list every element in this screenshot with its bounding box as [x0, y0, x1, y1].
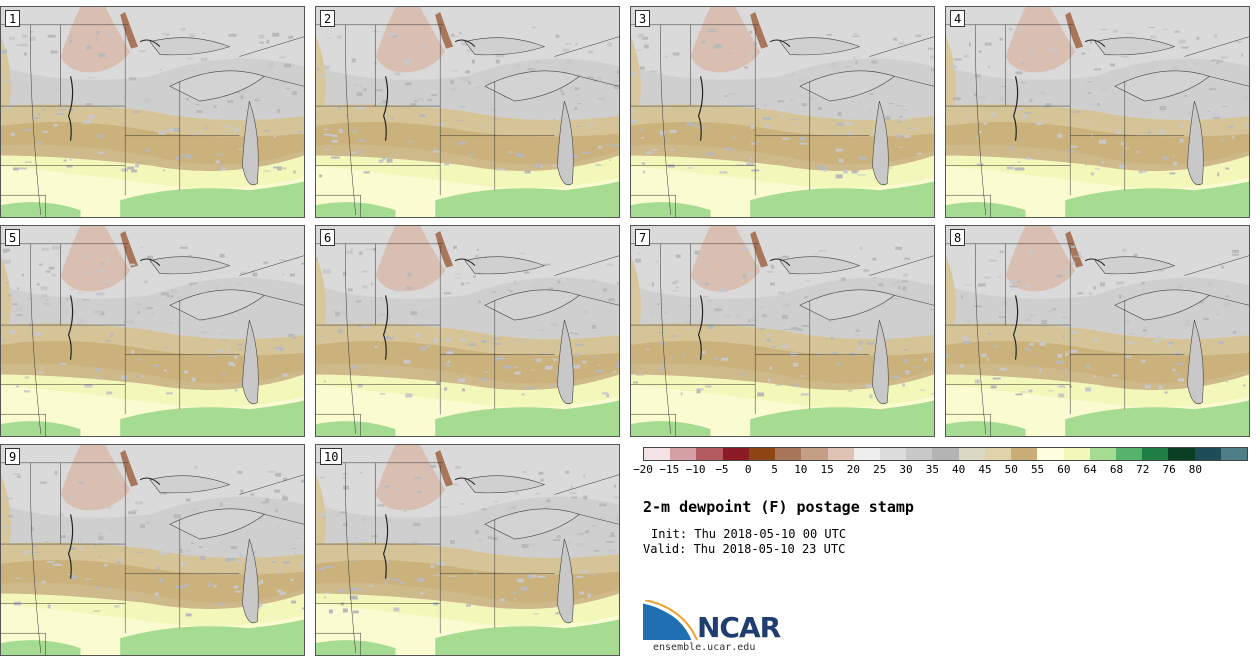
colorbar-segment — [722, 448, 749, 460]
colorbar-segment — [827, 448, 854, 460]
colorbar-tick: 50 — [1004, 463, 1018, 476]
member-number-label: 3 — [635, 10, 651, 27]
colorbar-segment — [853, 448, 880, 460]
colorbar-tick: 60 — [1057, 463, 1071, 476]
colorbar-segment — [670, 448, 697, 460]
colorbar-tick: 45 — [978, 463, 992, 476]
colorbar-tick: 10 — [794, 463, 808, 476]
colorbar-segment — [1220, 448, 1248, 460]
member-number-label: 4 — [950, 10, 966, 27]
colorbar-tick: 55 — [1030, 463, 1045, 476]
postage-stamp-map-1: 1 — [0, 6, 305, 218]
postage-stamp-map-5: 5 — [0, 225, 305, 437]
colorbar-tick: 20 — [846, 463, 861, 476]
colorbar-tick: −20 — [633, 463, 653, 476]
postage-stamp-map-2: 2 — [315, 6, 620, 218]
member-number-label: 9 — [5, 448, 21, 465]
colorbar-tick: 68 — [1109, 463, 1124, 476]
postage-stamp-map-3: 3 — [630, 6, 935, 218]
colorbar-tick: 5 — [771, 463, 778, 476]
colorbar-tick: 40 — [952, 463, 966, 476]
colorbar-tick: 0 — [744, 463, 752, 476]
colorbar-segment — [1194, 448, 1221, 460]
postage-stamp-map-10: 10 — [315, 444, 620, 656]
postage-stamp-map-8: 8 — [945, 225, 1250, 437]
plot-title: 2-m dewpoint (F) postage stamp — [643, 498, 914, 516]
colorbar-segment — [1142, 448, 1169, 460]
colorbar-tick-labels: −20 −15 −10 −5 0 5 10 15 20 25 30 35 40 45 50 55 60 64 68 7… — [633, 463, 1248, 477]
member-number-label: 10 — [320, 448, 343, 465]
postage-stamp-map-4: 4 — [945, 6, 1250, 218]
colorbar-tick: −15 — [659, 463, 680, 476]
ncar-logo-icon — [643, 600, 698, 641]
colorbar-segment — [1115, 448, 1143, 460]
colorbar-segment — [1168, 448, 1195, 460]
colorbar-segment — [801, 448, 828, 460]
member-number-label: 7 — [635, 229, 651, 246]
colorbar-segment — [906, 448, 933, 460]
colorbar-tick: 64 — [1083, 463, 1097, 476]
postage-stamp-map-6: 6 — [315, 225, 620, 437]
ncar-logo-text: NCAR — [697, 611, 781, 644]
member-number-label: 5 — [5, 229, 21, 246]
postage-stamp-map-7: 7 — [630, 225, 935, 437]
colorbar-tick: 15 — [820, 463, 834, 476]
colorbar-tick: 30 — [899, 463, 913, 476]
colorbar-segment — [775, 448, 802, 460]
site-url: ensemble.ucar.edu — [653, 642, 756, 653]
colorbar-tick: 35 — [925, 463, 939, 476]
colorbar-segment — [932, 448, 959, 460]
colorbar-segment — [1037, 448, 1064, 460]
colorbar-tick: 76 — [1162, 463, 1176, 476]
colorbar-segment — [644, 448, 671, 460]
colorbar-tick: 72 — [1136, 463, 1150, 476]
valid-time: Valid: Thu 2018-05-10 23 UTC — [643, 542, 846, 556]
colorbar-segment — [748, 448, 776, 460]
colorbar-segment — [984, 448, 1012, 460]
member-number-label: 8 — [950, 229, 966, 246]
colorbar-tick: 25 — [873, 463, 887, 476]
colorbar-segment — [879, 448, 907, 460]
postage-stamp-map-9: 9 — [0, 444, 305, 656]
colorbar-tick: 80 — [1188, 463, 1203, 476]
init-time: Init: Thu 2018-05-10 00 UTC — [651, 527, 847, 541]
colorbar-tick: −5 — [715, 463, 729, 476]
member-number-label: 2 — [320, 10, 336, 27]
colorbar-segment — [1063, 448, 1090, 460]
colorbar-segment — [958, 448, 985, 460]
member-number-label: 6 — [320, 229, 336, 246]
dewpoint-colorbar — [643, 447, 1248, 461]
member-number-label: 1 — [5, 10, 21, 27]
colorbar-segment — [696, 448, 723, 460]
colorbar-segment — [1011, 448, 1038, 460]
colorbar-segment — [1089, 448, 1116, 460]
colorbar-tick: −10 — [685, 463, 706, 476]
